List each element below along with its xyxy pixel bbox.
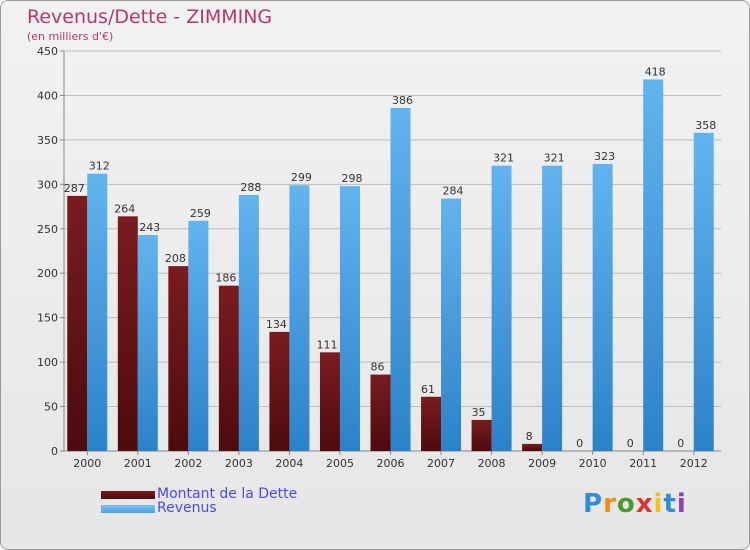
- logo-letter: x: [635, 489, 654, 519]
- y-tick-label: 100: [37, 356, 58, 369]
- x-tick-label: 2006: [377, 457, 405, 470]
- logo-letter: i: [676, 489, 687, 519]
- bar-dette: [168, 266, 189, 451]
- bar-revenus: [491, 165, 512, 451]
- bar-dette: [67, 195, 88, 451]
- data-label-revenus: 312: [89, 160, 110, 173]
- data-label-dette: 0: [627, 437, 634, 450]
- bar-revenus: [87, 173, 108, 451]
- y-tick-label: 300: [37, 178, 58, 191]
- data-label-revenus: 358: [695, 119, 716, 132]
- chart-title: Revenus/Dette - ZIMMING: [27, 6, 273, 28]
- logo-letter: o: [616, 489, 636, 519]
- x-tick-label: 2000: [73, 457, 101, 470]
- logo-letter: P: [583, 489, 604, 519]
- data-label-revenus: 321: [544, 152, 565, 165]
- x-tick-label: 2001: [124, 457, 152, 470]
- data-label-revenus: 299: [291, 171, 312, 184]
- bar-dette: [421, 396, 442, 451]
- data-label-dette: 8: [526, 430, 533, 443]
- bar-dette: [471, 419, 492, 451]
- x-tick-label: 2004: [275, 457, 303, 470]
- x-tick-label: 2008: [478, 457, 506, 470]
- proxiti-logo: Proxiti: [583, 489, 687, 519]
- y-tick-label: 400: [37, 89, 58, 102]
- y-tick-label: 150: [37, 312, 58, 325]
- data-label-dette: 264: [114, 202, 135, 215]
- data-label-dette: 287: [64, 182, 85, 195]
- data-label-dette: 134: [266, 318, 287, 331]
- data-label-dette: 86: [371, 361, 385, 374]
- legend-swatch-dette: [101, 491, 155, 499]
- logo-letter: i: [653, 489, 664, 519]
- y-tick-label: 350: [37, 134, 58, 147]
- bar-revenus: [643, 79, 664, 451]
- data-label-dette: 208: [165, 252, 186, 265]
- bar-revenus: [592, 163, 613, 451]
- bar-revenus: [188, 220, 209, 451]
- legend-label-revenus: Revenus: [157, 500, 217, 516]
- x-tick-label: 2003: [225, 457, 253, 470]
- x-tick-label: 2010: [579, 457, 607, 470]
- x-tick-label: 2007: [427, 457, 455, 470]
- legend-swatch-revenus: [101, 505, 155, 513]
- bar-dette: [117, 216, 138, 451]
- data-label-dette: 35: [472, 406, 486, 419]
- y-tick-label: 50: [44, 401, 58, 414]
- bar-revenus: [238, 195, 259, 451]
- data-label-dette: 0: [576, 437, 583, 450]
- logo-letter: t: [663, 489, 677, 519]
- x-tick-label: 2011: [629, 457, 657, 470]
- y-tick-label: 200: [37, 267, 58, 280]
- logo-letter: r: [603, 489, 617, 519]
- bar-revenus: [390, 107, 411, 451]
- data-label-dette: 61: [421, 383, 435, 396]
- data-label-revenus: 259: [190, 207, 211, 220]
- data-label-revenus: 243: [139, 221, 160, 234]
- data-label-revenus: 284: [443, 185, 464, 198]
- bar-revenus: [137, 235, 158, 451]
- data-label-revenus: 418: [645, 65, 666, 78]
- y-tick-label: 250: [37, 223, 58, 236]
- bar-dette: [370, 374, 391, 451]
- x-tick-label: 2002: [174, 457, 202, 470]
- x-tick-label: 2009: [528, 457, 556, 470]
- x-tick-label: 2005: [326, 457, 354, 470]
- bar-dette: [269, 331, 290, 451]
- chart-subtitle: (en milliers d'€): [27, 30, 114, 43]
- bar-revenus: [289, 185, 310, 451]
- bar-dette: [319, 352, 340, 451]
- data-label-revenus: 321: [493, 152, 514, 165]
- data-label-dette: 0: [677, 437, 684, 450]
- bar-revenus: [339, 186, 360, 451]
- bar-dette: [218, 285, 239, 451]
- legend-label-dette: Montant de la Dette: [157, 486, 298, 502]
- data-label-revenus: 323: [594, 150, 615, 163]
- y-tick-label: 0: [51, 445, 58, 458]
- bar-dette: [522, 443, 543, 451]
- data-label-revenus: 386: [392, 94, 413, 107]
- bar-revenus: [693, 132, 714, 451]
- data-label-dette: 186: [215, 272, 236, 285]
- data-label-dette: 111: [316, 338, 337, 351]
- y-tick-label: 450: [37, 45, 58, 58]
- bar-revenus: [441, 198, 462, 451]
- data-label-revenus: 288: [240, 181, 261, 194]
- bar-revenus: [542, 165, 563, 451]
- data-label-revenus: 298: [341, 172, 362, 185]
- x-tick-label: 2012: [680, 457, 708, 470]
